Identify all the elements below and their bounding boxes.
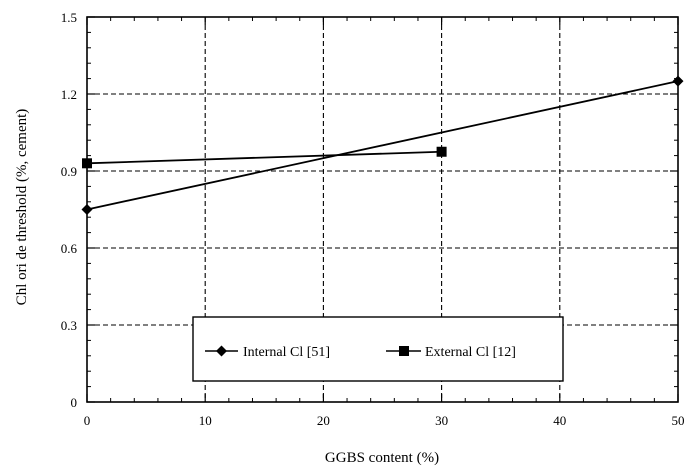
x-axis-title: GGBS content (%) — [325, 450, 439, 466]
x-tick-label: 50 — [672, 413, 685, 428]
x-tick-label: 20 — [317, 413, 330, 428]
legend-item-external: External Cl [12] — [386, 345, 516, 360]
y-tick-label: 1.2 — [61, 87, 77, 102]
data-point-diamond — [81, 204, 93, 215]
legend-label-external: External Cl [12] — [425, 345, 516, 360]
x-tick-label: 40 — [553, 413, 566, 428]
legend: Internal Cl [51] External Cl [12] — [192, 316, 564, 382]
data-point-diamond — [672, 75, 684, 87]
series-line-internal — [86, 80, 679, 211]
y-tick-label: 0 — [71, 395, 78, 410]
series-line-external — [86, 150, 442, 165]
x-tick-label: 0 — [84, 413, 91, 428]
grid-lines — [87, 17, 678, 402]
x-tick-label: 30 — [435, 413, 448, 428]
legend-label-internal: Internal Cl [51] — [243, 345, 330, 360]
tick-labels: 0 10 20 30 40 50 0 0.3 0.6 0.9 1.2 1.5 — [61, 10, 685, 428]
y-axis-title: Chl ori de threshold (%, cement) — [14, 109, 30, 306]
x-tick-label: 10 — [199, 413, 212, 428]
data-point-square — [436, 146, 447, 157]
y-tick-label: 0.3 — [61, 318, 77, 333]
y-tick-label: 0.6 — [61, 241, 78, 256]
legend-marker-square — [399, 346, 409, 356]
legend-box — [192, 316, 564, 382]
series-layer — [81, 75, 684, 215]
y-tick-label: 0.9 — [61, 164, 77, 179]
legend-item-internal: Internal Cl [51] — [205, 345, 330, 360]
legend-marker-diamond — [216, 345, 227, 357]
y-tick-label: 1.5 — [61, 10, 77, 25]
data-point-square — [82, 158, 92, 169]
